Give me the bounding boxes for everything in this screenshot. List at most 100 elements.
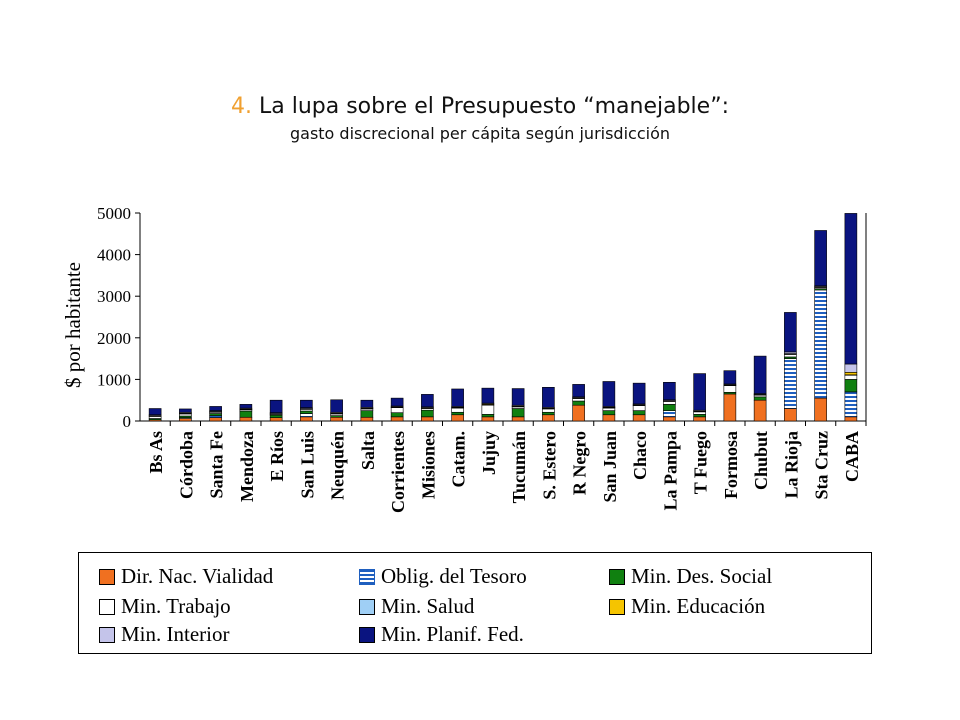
legend-label: Min. Des. Social [631, 564, 773, 588]
stacked-bar-chart: 0 1000 2000 3000 4000 5000 $ por habitante Bs A… [61, 204, 867, 513]
x-tick-label: Misiones [418, 431, 438, 499]
legend-swatch [609, 599, 625, 615]
title-main: La lupa sobre el Presupuesto “manejable”… [258, 94, 729, 119]
bar-segment-2 [693, 414, 706, 418]
legend-label: Min. Interior [121, 622, 230, 646]
x-tick-label: Santa Fe [207, 431, 227, 499]
bar-segment-7 [451, 388, 464, 407]
bar-segment-0 [844, 416, 858, 422]
legend-label: Min. Salud [381, 594, 475, 618]
legend-swatch [609, 569, 625, 585]
bar-segment-0 [300, 416, 313, 422]
bar-segment-3 [602, 407, 616, 411]
bar-segment-0 [572, 404, 585, 422]
x-tick-label: San Luis [297, 431, 317, 499]
bar-segment-0 [481, 416, 495, 422]
bar-segment-3 [390, 407, 404, 413]
y-tick-label: 4000 [97, 246, 131, 265]
bar-segment-7 [360, 399, 374, 408]
bar-segment-0 [784, 408, 797, 422]
bar-segment-7 [542, 387, 555, 408]
bar-segment-2 [511, 408, 525, 418]
legend-label: Oblig. del Tesoro [381, 564, 527, 588]
title-block: 4. La lupa sobre el Presupuesto “manejab… [0, 92, 960, 146]
bar-segment-7 [148, 408, 162, 416]
bar-segment-0 [602, 414, 616, 422]
bar-segment-0 [269, 417, 283, 422]
legend-swatch [359, 627, 375, 643]
bar-segment-7 [693, 373, 706, 411]
bar-segment-7 [481, 387, 495, 404]
bar-segment-2 [572, 400, 585, 406]
x-tick-label: Chaco [630, 431, 650, 480]
x-tick-label: Jujuy [479, 431, 499, 475]
x-tick-label: Catam. [449, 431, 469, 488]
x-tick-label: Sta Cruz [812, 431, 832, 500]
x-tick-label: La Pampa [660, 431, 680, 511]
bar-segment-1 [663, 410, 676, 418]
bar-segment-3 [663, 401, 676, 405]
bar-segment-3 [723, 385, 737, 393]
chart-subtitle: gasto discrecional per cápita según juri… [289, 124, 670, 143]
bar-segment-7 [330, 399, 343, 413]
bar-segment-2 [269, 414, 283, 418]
bar-segment-7 [209, 406, 222, 411]
bar-segment-2 [209, 413, 222, 416]
bar-segment-7 [723, 370, 737, 385]
bar-segment-3 [693, 411, 706, 415]
bar-segment-2 [451, 411, 464, 416]
bar-segment-6 [844, 363, 858, 373]
bar-segment-0 [239, 416, 253, 422]
bar-segment-7 [572, 384, 585, 398]
x-tick-label: Corrientes [388, 431, 408, 513]
x-tick-label: R Negro [570, 431, 590, 495]
legend-item: Min. Interior [99, 621, 229, 647]
x-tick-label: Bs As [146, 431, 166, 474]
legend-label: Min. Educación [631, 594, 766, 618]
bar-segment-2 [481, 414, 495, 418]
x-tick-label: Salta [358, 431, 378, 470]
bar-segment-7 [814, 230, 827, 287]
x-tick-label: La Rioja [781, 431, 801, 499]
bar-segment-0 [511, 416, 525, 422]
bar-segment-2 [239, 410, 253, 418]
bar-segment-2 [844, 379, 858, 393]
bar-segment-1 [300, 413, 313, 418]
bar-segment-0 [209, 417, 222, 422]
x-tick-label: Formosa [721, 431, 741, 499]
bar-segment-0 [693, 416, 706, 422]
bar-segment-0 [542, 414, 555, 422]
bar-segment-7 [179, 408, 192, 413]
bar-segment-3 [451, 407, 464, 413]
legend-item: Min. Salud [359, 593, 474, 619]
labels-layer: 0 1000 2000 3000 4000 5000 $ por habitante Bs A… [61, 204, 862, 513]
bar-segment-2 [542, 411, 555, 416]
legend-item: Dir. Nac. Vialidad [99, 563, 273, 589]
bar-segment-0 [330, 416, 343, 422]
bar-segment-7 [663, 382, 676, 401]
y-axis-title: $ por habitante [61, 262, 85, 388]
bar-segment-3 [572, 398, 585, 402]
bar-segment-7 [269, 399, 283, 413]
bar-segment-7 [753, 355, 767, 394]
x-tick-label: E Ríos [267, 431, 287, 482]
bar-segment-3 [784, 354, 797, 358]
bar-segment-7 [300, 399, 313, 408]
bar-segment-2 [300, 410, 313, 414]
bar-segment-2 [602, 410, 616, 416]
y-tick-label: 1000 [97, 370, 131, 389]
legend-swatch [359, 569, 375, 585]
x-tick-label: CABA [842, 431, 862, 482]
bar-segment-2 [390, 412, 404, 418]
bar-segment-3 [542, 408, 555, 413]
bar-segment-7 [390, 397, 404, 407]
x-tick-label: S. Estero [539, 431, 559, 500]
x-tick-label: Tucumán [509, 431, 529, 503]
title-number: 4. [230, 94, 252, 119]
x-tick-label: Chubut [751, 431, 771, 490]
bar-segment-3 [148, 416, 162, 419]
bar-segment-7 [421, 394, 434, 408]
x-tick-label: Neuquén [328, 431, 348, 500]
bar-segment-2 [753, 396, 767, 401]
bar-segment-0 [753, 399, 767, 422]
